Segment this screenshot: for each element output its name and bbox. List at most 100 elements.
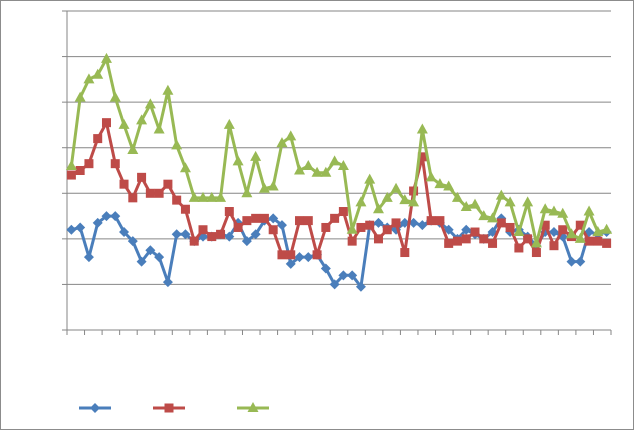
data-point bbox=[224, 207, 234, 217]
data-point bbox=[540, 220, 550, 230]
data-point bbox=[575, 256, 586, 267]
data-point bbox=[602, 238, 612, 248]
data-point bbox=[365, 220, 375, 230]
data-point bbox=[495, 189, 507, 200]
data-point bbox=[355, 281, 366, 292]
data-point bbox=[443, 224, 454, 235]
data-point bbox=[118, 118, 130, 129]
data-point bbox=[574, 232, 586, 243]
data-point bbox=[337, 159, 349, 170]
data-point bbox=[390, 182, 402, 193]
data-point bbox=[136, 114, 148, 125]
data-point bbox=[75, 166, 85, 175]
data-point bbox=[531, 248, 541, 258]
data-point bbox=[241, 187, 253, 198]
data-point bbox=[277, 250, 287, 260]
data-point bbox=[451, 191, 463, 202]
data-point bbox=[171, 229, 182, 240]
series-group bbox=[65, 52, 613, 292]
data-point bbox=[417, 220, 428, 231]
data-point bbox=[523, 234, 533, 244]
data-point bbox=[373, 234, 383, 244]
data-point bbox=[110, 211, 121, 222]
data-point bbox=[329, 279, 340, 290]
legend bbox=[79, 402, 269, 413]
data-point bbox=[548, 227, 559, 238]
data-point bbox=[558, 225, 568, 235]
data-point bbox=[530, 237, 542, 248]
data-point bbox=[84, 159, 94, 169]
data-point bbox=[75, 222, 86, 233]
data-point bbox=[470, 227, 480, 237]
data-point bbox=[321, 222, 331, 232]
data-point bbox=[109, 91, 121, 102]
data-point bbox=[92, 217, 103, 228]
data-point bbox=[583, 205, 595, 216]
data-point bbox=[145, 245, 156, 256]
data-point bbox=[65, 159, 77, 170]
legend-entry bbox=[79, 403, 111, 413]
data-point bbox=[276, 137, 288, 148]
data-point bbox=[372, 203, 384, 214]
data-point bbox=[557, 207, 569, 218]
axes bbox=[62, 10, 612, 335]
data-point bbox=[144, 98, 156, 109]
series-1 bbox=[66, 211, 612, 292]
data-point bbox=[250, 150, 262, 161]
data-point bbox=[514, 243, 524, 253]
data-point bbox=[119, 227, 130, 238]
data-point bbox=[505, 222, 515, 232]
data-point bbox=[399, 194, 411, 205]
data-point bbox=[548, 205, 560, 216]
data-point bbox=[303, 252, 314, 263]
data-point bbox=[189, 236, 199, 246]
data-point bbox=[197, 191, 209, 202]
data-point bbox=[241, 236, 252, 247]
data-point bbox=[268, 225, 278, 235]
data-point bbox=[460, 200, 472, 211]
data-point bbox=[320, 166, 332, 177]
data-point bbox=[154, 252, 165, 263]
legend-entry bbox=[237, 402, 269, 412]
data-point bbox=[127, 143, 139, 154]
data-point bbox=[100, 52, 112, 63]
data-point bbox=[294, 252, 305, 263]
data-point bbox=[496, 218, 506, 228]
data-point bbox=[522, 196, 534, 207]
data-point bbox=[452, 236, 462, 246]
data-point bbox=[286, 250, 296, 260]
data-point bbox=[408, 217, 419, 228]
data-point bbox=[267, 180, 279, 191]
data-point bbox=[329, 155, 341, 166]
legend-entry bbox=[153, 403, 185, 413]
data-point bbox=[434, 178, 446, 189]
data-point bbox=[110, 159, 120, 169]
data-point bbox=[74, 91, 86, 102]
data-point bbox=[356, 222, 366, 232]
data-point bbox=[425, 171, 437, 182]
data-point bbox=[303, 216, 313, 226]
data-point bbox=[119, 179, 129, 189]
data-point bbox=[145, 188, 155, 198]
data-point bbox=[216, 229, 226, 239]
data-point bbox=[66, 170, 76, 180]
data-point bbox=[224, 231, 235, 242]
data-point bbox=[592, 226, 604, 237]
data-point bbox=[364, 173, 376, 184]
legend-marker bbox=[247, 402, 259, 412]
data-point bbox=[566, 256, 577, 267]
data-point bbox=[251, 213, 261, 223]
legend-marker bbox=[164, 403, 174, 413]
data-point bbox=[242, 216, 252, 226]
data-point bbox=[154, 188, 164, 198]
data-point bbox=[93, 134, 103, 144]
data-point bbox=[171, 139, 183, 150]
data-point bbox=[162, 84, 174, 95]
data-point bbox=[504, 196, 516, 207]
data-point bbox=[320, 263, 331, 274]
data-point bbox=[575, 220, 585, 230]
data-point bbox=[601, 223, 613, 234]
data-point bbox=[487, 212, 499, 223]
